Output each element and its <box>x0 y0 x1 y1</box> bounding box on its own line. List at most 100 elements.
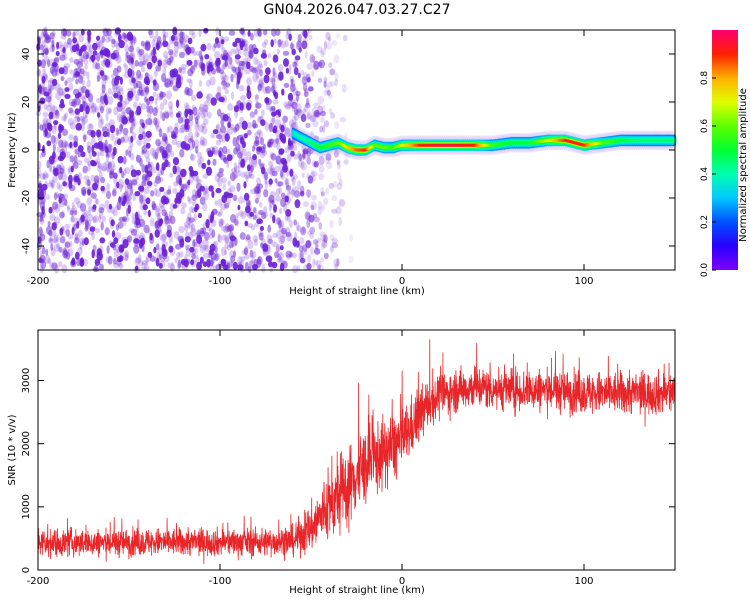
spectrogram-noise-blob <box>171 131 176 137</box>
spectrogram-noise-blob <box>234 109 239 119</box>
spectrogram-noise-blob <box>296 103 302 113</box>
spectrogram-noise-blob <box>118 196 122 203</box>
spectrogram-noise-blob <box>225 262 231 271</box>
spectrogram-noise-blob <box>92 50 98 56</box>
spectrogram-noise-blob <box>313 160 319 168</box>
spectrogram-noise-blob <box>158 219 163 227</box>
spectrogram-noise-blob <box>162 34 166 44</box>
spectrogram-noise-blob <box>223 80 227 90</box>
spectrogram-noise-blob <box>68 107 74 114</box>
spectrogram-noise-blob <box>168 75 175 85</box>
spectrogram-noise-blob <box>328 108 333 115</box>
spectrogram-noise-blob <box>80 257 84 267</box>
spectrogram-noise-blob <box>106 190 111 200</box>
spectrogram-noise-blob <box>48 237 53 244</box>
spectrogram-noise-blob <box>76 257 81 267</box>
spectrogram-noise-blob <box>101 53 106 59</box>
spectrogram-noise-blob <box>124 34 128 45</box>
spectrogram-x-axis: -200 -100 0 100 <box>27 30 594 287</box>
spectrogram-noise-blob <box>175 112 181 118</box>
spectrogram-noise-blob <box>168 218 173 225</box>
spectrogram-noise-blob <box>190 65 195 74</box>
spectrogram-noise-blob <box>191 199 197 206</box>
spectrogram-noise-blob <box>189 170 194 178</box>
spectrogram-noise-blob <box>155 105 159 113</box>
spectrogram-noise-blob <box>69 121 76 130</box>
spectrogram-noise-blob <box>191 94 196 102</box>
spectrogram-noise-blob <box>297 72 301 79</box>
spectrogram-noise-blob <box>302 201 309 207</box>
spectrogram-noise-blob <box>237 151 243 159</box>
spectrogram-noise-blob <box>222 74 229 82</box>
spectrogram-noise-blob <box>79 72 85 80</box>
spectrogram-noise-blob <box>68 134 74 141</box>
spectrogram-noise-blob <box>334 121 340 130</box>
spectrogram-noise-blob <box>198 29 202 38</box>
spectrogram-noise-blob <box>303 87 309 94</box>
spectrogram-noise-blob <box>258 209 264 216</box>
spectrogram-noise-blob <box>314 216 320 223</box>
spectrogram-noise-blob <box>311 194 317 201</box>
spectrogram-noise-blob <box>132 101 138 109</box>
spectrogram-noise-blob <box>149 235 155 244</box>
spectrogram-noise-blob <box>96 156 100 164</box>
spectrogram-noise-blob <box>177 40 183 49</box>
spectrogram-noise-blob <box>72 31 76 39</box>
spectrogram-noise-blob <box>143 186 150 195</box>
spectrogram-noise-blob <box>162 132 168 142</box>
snr-background <box>38 330 675 570</box>
spectrogram-noise-blob <box>108 203 113 210</box>
spectrogram-noise-blob <box>172 26 178 36</box>
spectrogram-noise-blob <box>224 249 228 256</box>
spectrogram-noise-blob <box>50 243 54 251</box>
spectrogram-noise-blob <box>227 180 231 187</box>
spectrogram-noise-blob <box>307 254 312 264</box>
spectrogram-noise-blob <box>320 191 325 197</box>
spectrogram-noise-blob <box>37 236 42 244</box>
spectrogram-noise-blob <box>163 77 169 87</box>
spectrogram-noise-blob <box>195 254 200 264</box>
spectrogram-noise-blob <box>77 116 81 123</box>
spectrogram-noise-blob <box>270 117 275 125</box>
spectrogram-noise-blob <box>74 233 80 240</box>
spectrogram-noise-blob <box>49 84 56 90</box>
spectrogram-noise-blob <box>82 116 89 124</box>
spectrogram-noise-blob <box>41 195 46 206</box>
spectrogram-signal-trace <box>289 123 677 160</box>
spectrogram-noise-blob <box>179 184 184 191</box>
spectrogram-noise-blob <box>124 98 130 105</box>
spectrogram-noise-blob <box>47 79 52 85</box>
spectrogram-noise-blob <box>261 109 265 117</box>
spectrogram-noise-blob <box>159 90 164 100</box>
spectrogram-noise-blob <box>177 259 181 269</box>
spectrogram-noise-blob <box>96 129 102 138</box>
spectrogram-noise-blob <box>224 58 229 66</box>
spectrogram-noise-blob <box>249 164 254 173</box>
spectrogram-noise-blob <box>230 172 236 182</box>
spectrogram-noise-blob <box>43 103 48 110</box>
spectrogram-noise-blob <box>302 82 308 92</box>
spectrogram-noise-blob <box>144 164 149 174</box>
spectrogram-noise-blob <box>219 218 225 226</box>
spectrogram-noise-blob <box>50 104 56 114</box>
spectrogram-noise-blob <box>91 231 95 241</box>
spectrogram-noise-blob <box>155 30 159 37</box>
spectrogram-noise-blob <box>143 224 150 234</box>
spectrogram-noise-blob <box>53 216 61 225</box>
spectrogram-noise-blob <box>160 256 165 263</box>
spectrogram-noise-blob <box>306 239 313 247</box>
spectrogram-noise-blob <box>62 47 66 54</box>
spectrogram-noise-blob <box>282 50 290 56</box>
spectrogram-noise-blob <box>234 165 240 174</box>
spectrogram-noise-blob <box>259 163 265 171</box>
spectrogram-noise-blob <box>334 72 339 82</box>
spectrogram-noise-blob <box>166 225 172 233</box>
spectrogram-noise-blob <box>202 202 208 212</box>
spectrogram-noise-blob <box>214 173 221 182</box>
spectrogram-noise-blob <box>184 134 189 144</box>
spectrogram-noise-blob <box>126 196 130 206</box>
spectrogram-noise-blob <box>275 244 282 252</box>
spectrogram-noise-blob <box>259 82 265 89</box>
spectrogram-noise-blob <box>96 35 101 41</box>
spectrogram-noise-blob <box>123 190 131 200</box>
